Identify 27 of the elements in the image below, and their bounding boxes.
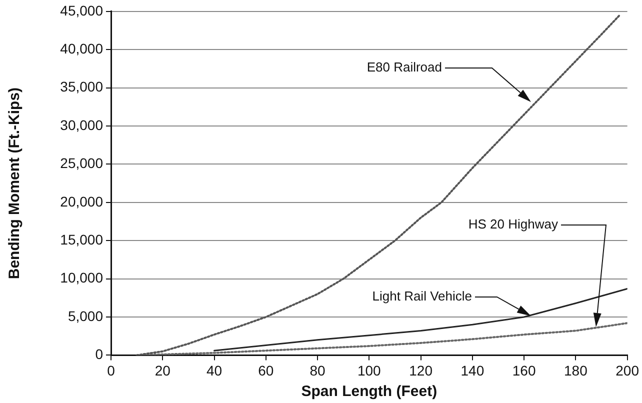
annotation: E80 Railroad [366, 60, 442, 75]
x-tick-label: 60 [258, 362, 274, 378]
y-tick-label: 30,000 [60, 116, 104, 133]
x-tick-label: 180 [564, 362, 588, 378]
y-tick-label: 40,000 [60, 40, 104, 56]
x-tick-label: 200 [616, 362, 640, 378]
x-tick-label: 160 [512, 362, 536, 378]
y-tick-label: 20,000 [60, 193, 104, 210]
y-tick-label: 35,000 [60, 78, 104, 95]
y-tick-label: 10,000 [60, 270, 104, 286]
y-tick-label: 5,000 [68, 308, 104, 324]
y-tick-label: 25,000 [60, 155, 104, 172]
x-tick-label: 40 [206, 362, 222, 378]
y-tick-label: 0 [95, 346, 104, 362]
x-axis-title: Span Length (Feet) [301, 383, 438, 400]
y-tick-label: 15,000 [60, 231, 104, 248]
y-axis-title: Bending Moment (Ft.-Kips) [6, 87, 24, 280]
line-series [136, 14, 621, 356]
x-tick-label: 80 [310, 362, 326, 378]
annotation: HS 20 Highway [468, 216, 558, 232]
x-tick-label: 140 [460, 362, 484, 378]
annotation: Light Rail Vehicle [372, 288, 472, 304]
x-tick-label: 100 [357, 362, 382, 378]
x-tick-label: 20 [154, 362, 171, 378]
x-tick-label: 120 [409, 362, 433, 378]
y-tick-label: 45,000 [60, 2, 104, 18]
x-tick-label: 0 [107, 362, 116, 378]
